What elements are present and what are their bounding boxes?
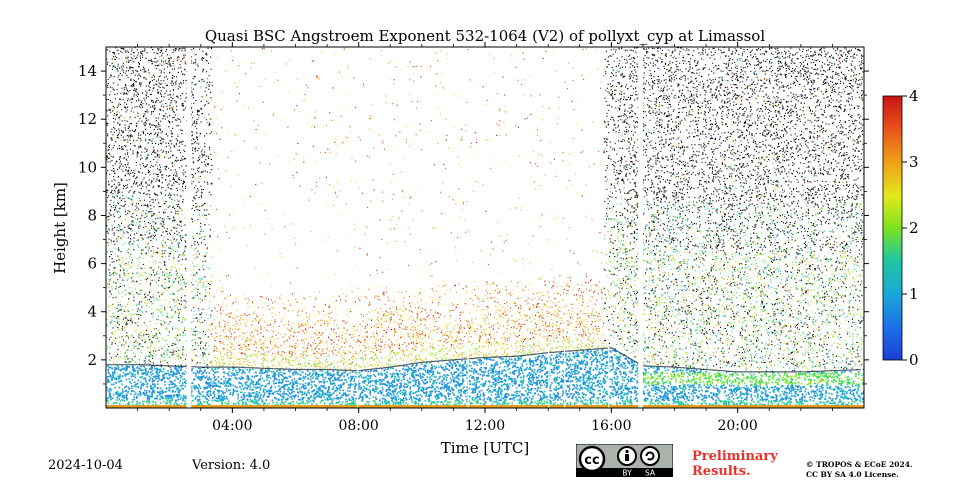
sa-icon xyxy=(640,446,660,466)
colorbar-tick-label: 4 xyxy=(909,87,919,105)
chart-title: Quasi BSC Angstroem Exponent 532-1064 (V… xyxy=(205,27,765,45)
version-label: Version: 4.0 xyxy=(192,458,271,473)
colorbar-tick-label: 3 xyxy=(909,153,919,171)
sa-label: SA xyxy=(645,469,656,478)
plot-background xyxy=(106,47,864,408)
colorbar-tick-label: 0 xyxy=(909,351,919,369)
x-axis-label: Time [UTC] xyxy=(441,439,530,457)
thin-data-gap xyxy=(548,345,550,408)
x-tick-label: 08:00 xyxy=(338,418,378,434)
y-tick-label: 6 xyxy=(87,255,97,273)
aerosol-scatter-layer xyxy=(106,47,864,408)
thin-data-gap xyxy=(563,345,566,408)
cc-license-badge[interactable]: cc BY SA xyxy=(576,444,673,477)
y-axis: 2 4 6 8 10 12 14 xyxy=(78,62,869,385)
by-label: BY xyxy=(622,469,632,478)
thin-data-gap xyxy=(467,345,469,408)
colorbar-ticks: 0 1 2 3 4 xyxy=(902,87,919,369)
colorbar: 0 1 2 3 4 xyxy=(882,87,919,369)
colorbar-tick-label: 2 xyxy=(909,219,919,237)
y-tick-label: 12 xyxy=(78,110,97,128)
x-tick-label: 12:00 xyxy=(465,418,505,434)
date-label: 2024-10-04 xyxy=(48,458,123,473)
copyright-line-2: CC BY SA 4.0 License. xyxy=(806,470,899,479)
ground-strip xyxy=(106,405,864,408)
y-tick-label: 14 xyxy=(78,62,97,80)
y-tick-label: 10 xyxy=(78,158,97,176)
preliminary-line-2: Results. xyxy=(692,464,751,479)
plot-area xyxy=(106,47,864,408)
y-tick-label: 8 xyxy=(87,206,97,224)
y-tick-label: 2 xyxy=(87,351,97,369)
y-axis-label: Height [km] xyxy=(51,182,69,274)
y-tick-label: 4 xyxy=(87,303,97,321)
data-gap-layer xyxy=(186,47,643,408)
x-tick-label: 04:00 xyxy=(212,418,252,434)
copyright-line-1: © TROPOS & ECoE 2024. xyxy=(806,460,913,469)
data-gap xyxy=(186,47,192,408)
x-tick-label: 16:00 xyxy=(591,418,631,434)
copyright-note: © TROPOS & ECoE 2024. CC BY SA 4.0 Licen… xyxy=(806,460,913,480)
boundary-layer-top xyxy=(106,347,861,373)
preliminary-results-note: Preliminary Results. xyxy=(692,449,778,479)
preliminary-line-1: Preliminary xyxy=(692,449,778,464)
data-gap xyxy=(638,47,643,408)
colorbar-tick-label: 1 xyxy=(909,285,919,303)
thin-data-gap xyxy=(357,345,359,408)
x-axis: 04:00 08:00 12:00 16:00 20:00 xyxy=(137,42,833,434)
thin-data-gap xyxy=(608,345,610,408)
cc-icon xyxy=(578,445,606,473)
cc-icon-text: cc xyxy=(584,453,599,468)
colorbar-gradient xyxy=(882,95,903,361)
x-tick-label: 20:00 xyxy=(717,418,757,434)
